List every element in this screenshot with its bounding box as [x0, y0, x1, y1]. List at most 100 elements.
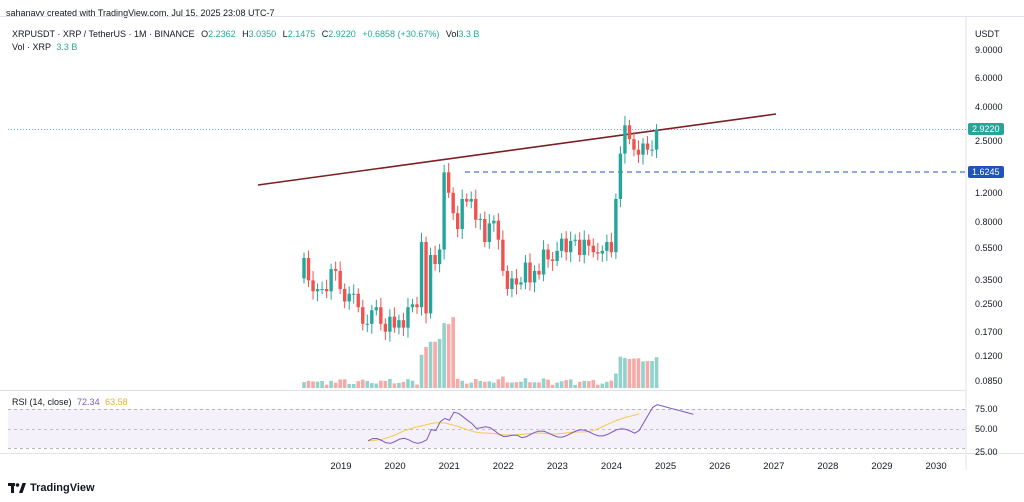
volume-bar — [415, 384, 419, 388]
volume-bar — [406, 379, 410, 388]
volume-bar — [609, 380, 614, 388]
price-tick-label: 4.0000 — [975, 102, 1003, 113]
trendline[interactable] — [257, 113, 777, 186]
candle-body — [469, 198, 473, 202]
symbol-name: XRPUSDT · XRP / TetherUS · 1M · BINANCE — [12, 29, 195, 39]
time-tick-label: 2029 — [871, 461, 893, 472]
rsi-ma-line — [368, 413, 640, 442]
vol-label: Vol — [445, 29, 459, 39]
candle-body — [474, 198, 478, 220]
rsi-label: RSI (14, close) — [12, 397, 72, 407]
candle-body — [356, 293, 360, 308]
candle-body — [587, 239, 591, 246]
price-tick-label: 1.2000 — [975, 187, 1003, 198]
volume-bar — [577, 381, 582, 388]
volume-bar — [397, 382, 401, 388]
candle-body — [514, 278, 519, 285]
candle-body — [333, 269, 338, 271]
volume-bar — [451, 317, 455, 388]
candle-body — [654, 129, 659, 150]
volume-bar — [505, 382, 510, 388]
candle-body — [564, 238, 568, 253]
candle-body — [641, 143, 645, 155]
volume-bar — [302, 382, 306, 388]
candle-body — [559, 238, 564, 251]
rsi-legend[interactable]: RSI (14, close) 72.34 63.58 — [12, 397, 128, 407]
candle-body — [636, 149, 641, 155]
tradingview-brand: TradingView — [8, 482, 95, 494]
candle-body — [446, 172, 451, 193]
candle-body — [365, 323, 369, 325]
time-tick-label: 2019 — [330, 461, 352, 472]
volume-bar — [645, 361, 650, 388]
volume-bar — [424, 346, 428, 388]
volume-bar — [541, 378, 546, 388]
volume-bar — [555, 382, 559, 388]
open-label: O — [201, 29, 209, 39]
level-price-tag: 1.6245 — [968, 166, 1004, 178]
candle-body — [645, 143, 650, 150]
volume-bar — [478, 380, 483, 388]
volume-bar — [392, 383, 397, 388]
candle-body — [338, 270, 342, 289]
volume-bar — [360, 379, 365, 388]
price-tick-label: 0.1200 — [975, 351, 1003, 362]
candle-body — [478, 218, 482, 220]
candle-body — [347, 293, 351, 302]
candle-body — [311, 280, 315, 292]
volume-bar — [501, 376, 505, 388]
volume-pane-value: 3.3 B — [56, 42, 78, 52]
candle-body — [523, 262, 528, 283]
volume-bar — [618, 356, 623, 388]
volume-bar — [410, 380, 415, 388]
candle-body — [600, 250, 605, 254]
candle-body — [383, 323, 388, 332]
candle-body — [578, 239, 582, 256]
price-tick-label: 0.2500 — [975, 299, 1003, 310]
volume-bar — [329, 380, 333, 388]
volume-bar — [342, 379, 347, 388]
symbol-legend[interactable]: XRPUSDT · XRP / TetherUS · 1M · BINANCE … — [12, 29, 479, 39]
time-tick-label: 2027 — [763, 461, 785, 472]
volume-bar — [469, 382, 474, 388]
candle-body — [315, 288, 320, 292]
price-axis-currency: USDT — [975, 29, 1000, 39]
volume-bar — [573, 384, 577, 388]
volume-legend[interactable]: Vol · XRP 3.3 B — [12, 42, 77, 52]
candle-body — [406, 307, 410, 328]
volume-bar — [605, 381, 609, 388]
time-tick-label: 2023 — [546, 461, 568, 472]
volume-bar — [460, 380, 464, 388]
candle-body — [415, 304, 419, 308]
candle-body — [320, 288, 324, 290]
candle-body — [451, 192, 455, 214]
volume-pane-label: Vol · XRP — [12, 42, 51, 52]
time-tick-label: 2025 — [655, 461, 677, 472]
candle-body — [501, 239, 505, 271]
volume-bar — [510, 382, 514, 388]
volume-bar — [627, 359, 632, 388]
volume-bar — [388, 378, 392, 388]
candle-body — [537, 270, 541, 275]
candle-body — [397, 320, 401, 328]
volume-bar — [379, 380, 383, 388]
candle-body — [609, 242, 614, 253]
candlesticks — [302, 115, 659, 342]
time-tick-label: 2026 — [709, 461, 731, 472]
candle-body — [573, 239, 577, 241]
volume-bar — [568, 379, 573, 388]
volume-bar — [374, 383, 379, 388]
high-value: 3.0350 — [248, 29, 277, 39]
candle-body — [596, 252, 600, 254]
volume-bar — [311, 381, 315, 388]
candle-body — [623, 125, 627, 154]
candle-body — [302, 257, 306, 279]
volume-bar — [532, 382, 537, 388]
candle-body — [361, 307, 365, 324]
candle-body — [532, 270, 537, 283]
candle-body — [465, 198, 469, 202]
volume-bar — [492, 382, 496, 388]
price-tick-label: 0.1700 — [975, 326, 1003, 337]
volume-bar — [442, 323, 446, 388]
